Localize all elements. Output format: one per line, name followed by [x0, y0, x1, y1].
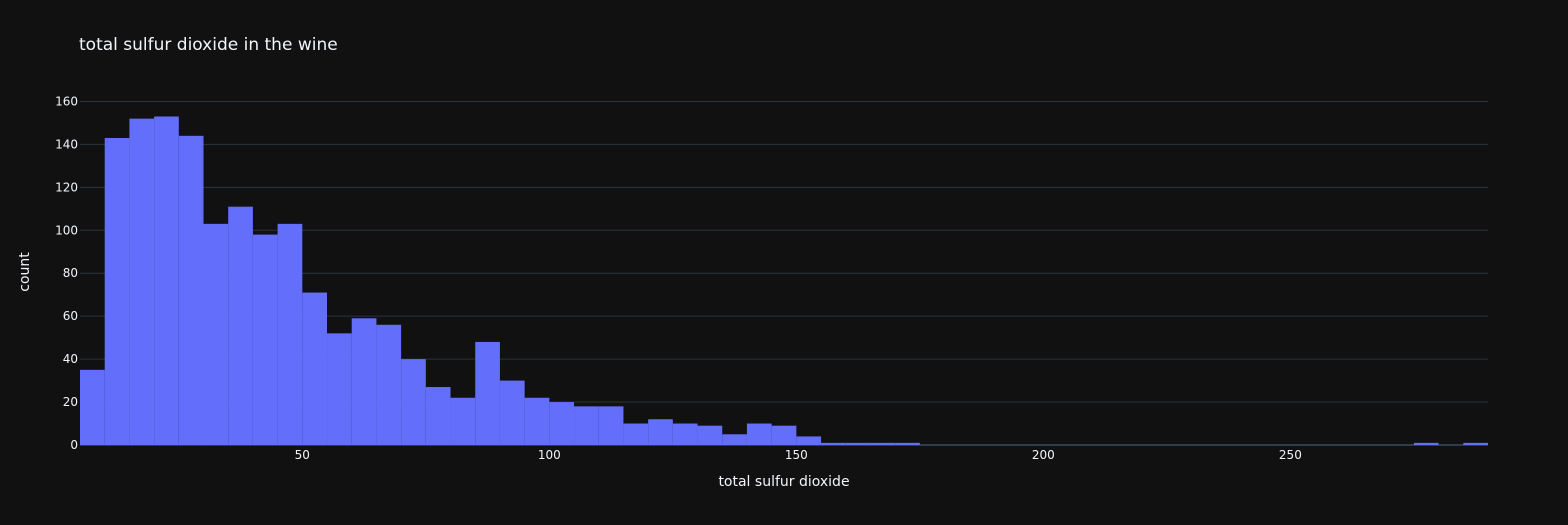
y-tick-label: 20: [63, 395, 78, 409]
histogram-bar: [327, 333, 352, 445]
x-tick-label: 250: [1279, 448, 1302, 462]
histogram-bar: [549, 402, 575, 445]
histogram-bar: [302, 292, 328, 445]
histogram-bar: [178, 135, 204, 445]
histogram-bars: [80, 116, 1488, 445]
histogram-bar: [80, 369, 105, 445]
histogram-bar: [672, 423, 698, 445]
histogram-bar: [425, 387, 451, 445]
histogram-bar: [722, 434, 747, 445]
histogram-bar: [524, 397, 550, 445]
histogram-bar: [228, 206, 253, 445]
histogram-bar: [401, 359, 426, 445]
x-axis-ticks: 50 100 150 200 250: [295, 448, 1302, 462]
y-tick-label: 80: [63, 266, 78, 280]
histogram-bar: [697, 425, 723, 445]
histogram-bar: [845, 442, 871, 445]
chart-title: total sulfur dioxide in the wine: [79, 35, 338, 55]
y-tick-label: 120: [55, 180, 78, 194]
histogram-bar: [450, 397, 476, 445]
histogram-bar: [351, 318, 377, 445]
histogram-bar: [252, 234, 278, 445]
histogram-bar: [598, 406, 624, 445]
histogram-bar: [623, 423, 649, 445]
histogram-bar: [648, 419, 673, 445]
histogram-bar: [574, 406, 599, 445]
histogram-bar: [870, 442, 896, 445]
histogram-bar: [796, 436, 822, 445]
histogram-bar: [821, 442, 846, 445]
y-tick-label: 160: [55, 94, 78, 108]
y-tick-label: 60: [63, 309, 78, 323]
histogram-bar: [376, 324, 402, 445]
histogram-bar: [129, 118, 155, 445]
histogram-bar: [1413, 442, 1439, 445]
y-tick-label: 40: [63, 352, 78, 366]
y-tick-label: 140: [55, 137, 78, 151]
histogram-bar: [475, 341, 500, 445]
y-axis-title: count: [17, 252, 33, 292]
histogram-bar: [895, 442, 920, 445]
histogram-bar: [746, 423, 772, 445]
x-tick-label: 150: [785, 448, 808, 462]
histogram-bar: [771, 425, 797, 445]
x-axis-title: total sulfur dioxide: [718, 474, 849, 490]
x-tick-label: 100: [538, 448, 561, 462]
histogram-bar: [104, 137, 130, 445]
histogram-bar: [203, 223, 229, 445]
histogram-bar: [154, 116, 179, 445]
x-tick-label: 50: [295, 448, 310, 462]
histogram-bar: [499, 380, 525, 445]
y-tick-label: 100: [55, 223, 78, 237]
y-axis-ticks: 0 20 40 60 80 100 120 140 160: [55, 94, 78, 452]
histogram-bar: [1463, 442, 1488, 445]
histogram-bar: [277, 223, 303, 445]
y-tick-label: 0: [70, 438, 78, 452]
x-tick-label: 200: [1032, 448, 1055, 462]
